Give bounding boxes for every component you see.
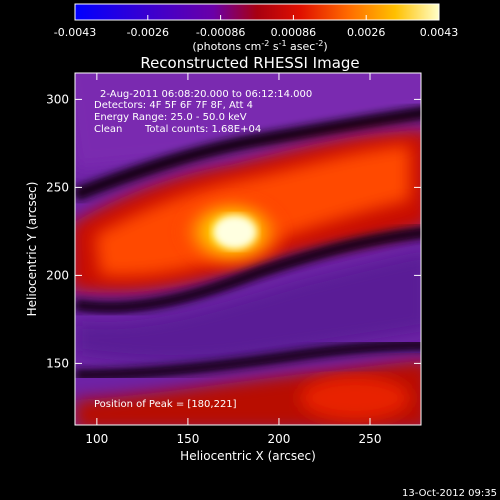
- annotation-energy: Energy Range: 25.0 - 50.0 keV: [94, 112, 247, 123]
- colorbar-tick-label: -0.0026: [127, 26, 169, 39]
- x-tick-label: 100: [85, 432, 108, 446]
- colorbar-unit: (photons cm-2 s-1 asec-2): [192, 39, 327, 53]
- colorbar-tick-label: -0.00086: [196, 26, 245, 39]
- x-axis-label: Heliocentric X (arcsec): [180, 449, 316, 463]
- annotation-peak-position: Position of Peak = [180,221]: [94, 399, 237, 410]
- colorbar: [74, 3, 440, 21]
- timestamp: 13-Oct-2012 09:35: [402, 488, 497, 499]
- colorbar-tick-label: 0.00086: [271, 26, 317, 39]
- annotation-time-range: 2-Aug-2011 06:08:20.000 to 06:12:14.000: [100, 89, 312, 100]
- y-tick-label: 200: [46, 268, 69, 282]
- colorbar-tick-label: -0.0043: [54, 26, 96, 39]
- chart-title: Reconstructed RHESSI Image: [140, 54, 359, 72]
- annotation-clean: Clean: [94, 124, 122, 135]
- x-tick-label: 200: [268, 432, 291, 446]
- y-axis-label: Heliocentric Y (arcsec): [25, 182, 39, 317]
- colorbar-ticks: -0.0043 -0.0026 -0.00086 0.00086 0.0026 0.004…: [54, 15, 458, 39]
- annotation-detectors: Detectors: 4F 5F 6F 7F 8F, Att 4: [94, 100, 253, 111]
- annotation-counts: Total counts: 1.68E+04: [144, 124, 261, 135]
- y-tick-label: 300: [46, 92, 69, 106]
- x-tick-label: 250: [359, 432, 382, 446]
- y-axis-ticks: 150 200 250 300: [46, 92, 421, 370]
- colorbar-tick-label: 0.0043: [420, 26, 459, 39]
- colorbar-tick-label: 0.0026: [347, 26, 386, 39]
- x-tick-label: 150: [176, 432, 199, 446]
- y-tick-label: 150: [46, 356, 69, 370]
- y-tick-label: 250: [46, 180, 69, 194]
- heatmap-image: [75, 73, 421, 425]
- x-axis-ticks: 100 150 200 250: [85, 73, 381, 446]
- plot-frame: [74, 72, 422, 426]
